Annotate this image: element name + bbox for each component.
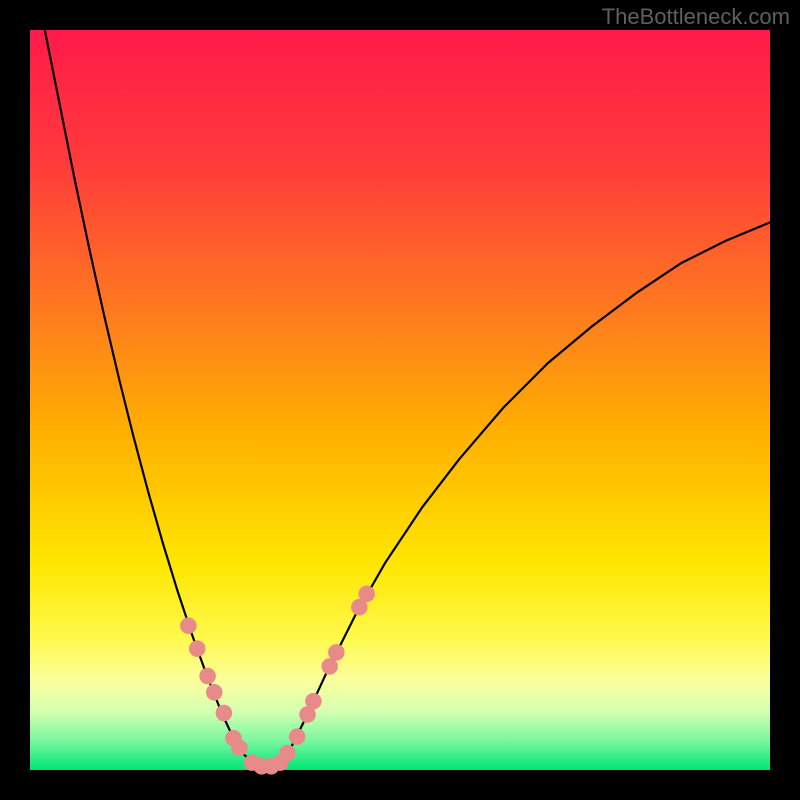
- chart-background: [30, 30, 770, 770]
- watermark-text: TheBottleneck.com: [602, 4, 790, 30]
- data-marker: [322, 659, 338, 675]
- data-marker: [359, 586, 375, 602]
- data-marker: [200, 668, 216, 684]
- data-marker: [329, 645, 345, 661]
- data-marker: [189, 641, 205, 657]
- data-marker: [306, 693, 322, 709]
- data-marker: [280, 745, 296, 761]
- data-marker: [216, 705, 232, 721]
- data-marker: [181, 618, 197, 634]
- bottleneck-chart: [0, 0, 800, 800]
- chart-frame: TheBottleneck.com: [0, 0, 800, 800]
- data-marker: [232, 740, 248, 756]
- data-marker: [289, 729, 305, 745]
- data-marker: [206, 685, 222, 701]
